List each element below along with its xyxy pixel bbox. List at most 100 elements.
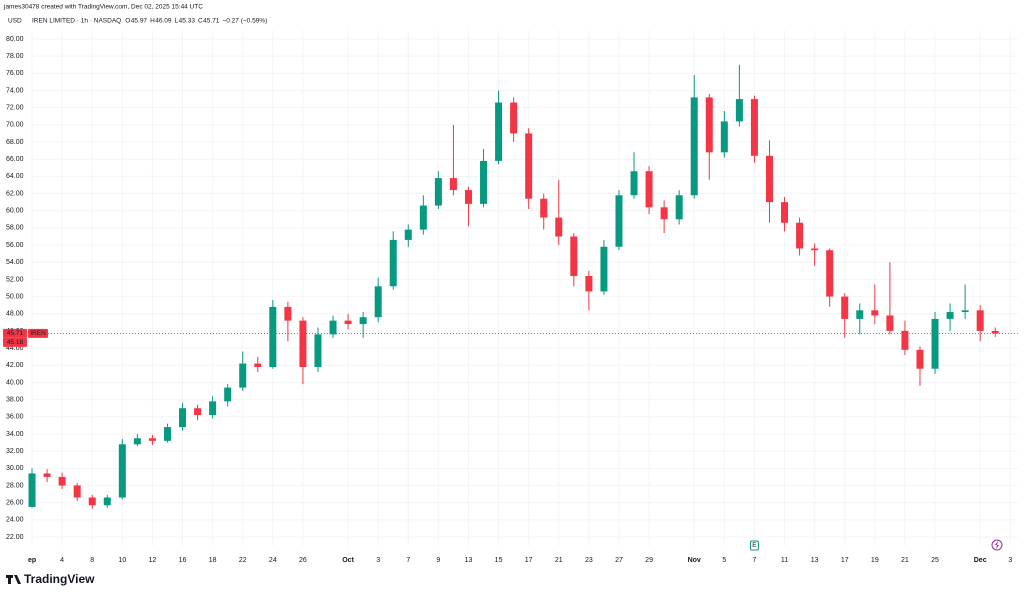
candle-body: [976, 310, 984, 331]
price-tag-box: [3, 328, 27, 338]
candle-body: [58, 476, 66, 486]
candle-body: [194, 408, 202, 416]
candle-body: [931, 318, 939, 369]
y-tick-label: 38.00: [6, 396, 24, 403]
candle-body: [269, 306, 277, 367]
y-tick-label: 66.00: [6, 156, 24, 163]
x-tick-label: Oct: [342, 557, 354, 564]
candle-body: [495, 102, 503, 161]
candle-body: [525, 133, 533, 199]
candle-body: [946, 312, 954, 319]
candle-body: [886, 315, 894, 331]
candle-body: [88, 497, 96, 506]
x-tick-label: 16: [179, 557, 187, 564]
candle-body: [705, 97, 713, 153]
candle-body: [359, 317, 367, 325]
y-tick-label: 32.00: [6, 448, 24, 455]
candle-body: [690, 97, 698, 196]
candle-body: [796, 222, 804, 249]
candle-body: [254, 363, 262, 367]
x-tick-label: 19: [871, 557, 879, 564]
candle-body: [660, 207, 668, 220]
candle-body: [163, 427, 171, 441]
candle-body: [133, 438, 141, 445]
y-tick-label: 40.00: [6, 379, 24, 386]
x-tick-label: 10: [118, 557, 126, 564]
x-tick-label: 7: [406, 557, 410, 564]
x-tick-label: 25: [931, 557, 939, 564]
candle-body: [419, 205, 427, 230]
x-tick-label: 21: [901, 557, 909, 564]
y-tick-label: 50.00: [6, 293, 24, 300]
legend-item: O: [125, 18, 130, 25]
x-tick-label: 13: [465, 557, 473, 564]
candle-body: [856, 310, 864, 319]
candle-body: [179, 408, 187, 428]
legend-item: −0.27 (−0.59%): [222, 18, 267, 25]
candle-body: [781, 202, 789, 223]
y-tick-label: 44.00: [6, 345, 24, 352]
x-tick-label: 11: [781, 557, 788, 564]
candle-body: [344, 320, 352, 325]
y-tick-label: 56.00: [6, 242, 24, 249]
candle-body: [239, 363, 247, 388]
candle-body: [600, 246, 608, 292]
x-tick-label: 27: [615, 557, 623, 564]
x-tick-label: 17: [841, 557, 849, 564]
y-tick-label: 78.00: [6, 53, 24, 60]
candle-body: [540, 198, 548, 218]
currency: USD: [8, 18, 22, 25]
y-tick-label: 28.00: [6, 482, 24, 489]
y-tick-label: 52.00: [6, 276, 24, 283]
x-tick-label: 5: [722, 557, 726, 564]
candle-body: [434, 178, 442, 206]
y-tick-label: 26.00: [6, 500, 24, 507]
candle-body: [811, 248, 819, 251]
x-tick-label: 3: [376, 557, 380, 564]
symbol-tag: IREN: [30, 330, 46, 337]
y-tick-label: 22.00: [6, 534, 24, 541]
event-circle: [991, 539, 1003, 551]
candle-body: [675, 195, 683, 220]
y-tick-label: 24.00: [6, 517, 24, 524]
x-tick-label: 15: [495, 557, 503, 564]
second-price-box: [3, 337, 27, 347]
candle-body: [510, 102, 518, 134]
event-bolt: [995, 541, 999, 549]
x-tick-label: 17: [525, 557, 533, 564]
y-tick-label: 76.00: [6, 70, 24, 77]
y-tick-label: 34.00: [6, 431, 24, 438]
legend-item: 46.09: [155, 18, 172, 25]
logo: TradingView: [6, 572, 95, 586]
legend-item: 45.33: [179, 18, 196, 25]
y-tick-label: 58.00: [6, 225, 24, 232]
candle-body: [449, 178, 457, 191]
x-tick-label: 4: [60, 557, 64, 564]
logo-text: TradingView: [24, 572, 95, 586]
x-tick-label: 21: [555, 557, 563, 564]
candle-body: [750, 99, 758, 156]
y-tick-label: 30.00: [6, 465, 24, 472]
y-tick-label: 68.00: [6, 139, 24, 146]
event-box: [749, 540, 759, 551]
x-tick-label: 7: [752, 557, 756, 564]
candle-body: [765, 155, 773, 203]
x-tick-label: 13: [811, 557, 819, 564]
candle-body: [284, 306, 292, 321]
price-tag: 45.71: [7, 330, 24, 337]
candle-body: [570, 236, 578, 276]
candle-body: [224, 387, 232, 402]
symbol-tag-box: [28, 328, 48, 338]
x-tick-label: 26: [299, 557, 307, 564]
legend-item: IREN LIMITED · 1h · NASDAQ: [32, 18, 121, 25]
x-tick-label: 3: [1008, 557, 1012, 564]
legend-item: 45.71: [203, 18, 220, 25]
logo-icon: [6, 575, 21, 584]
x-tick-label: ep: [28, 557, 36, 564]
candle-body: [299, 320, 307, 367]
candle-body: [329, 320, 337, 335]
candle-body: [901, 330, 909, 350]
x-tick-label: 8: [90, 557, 94, 564]
